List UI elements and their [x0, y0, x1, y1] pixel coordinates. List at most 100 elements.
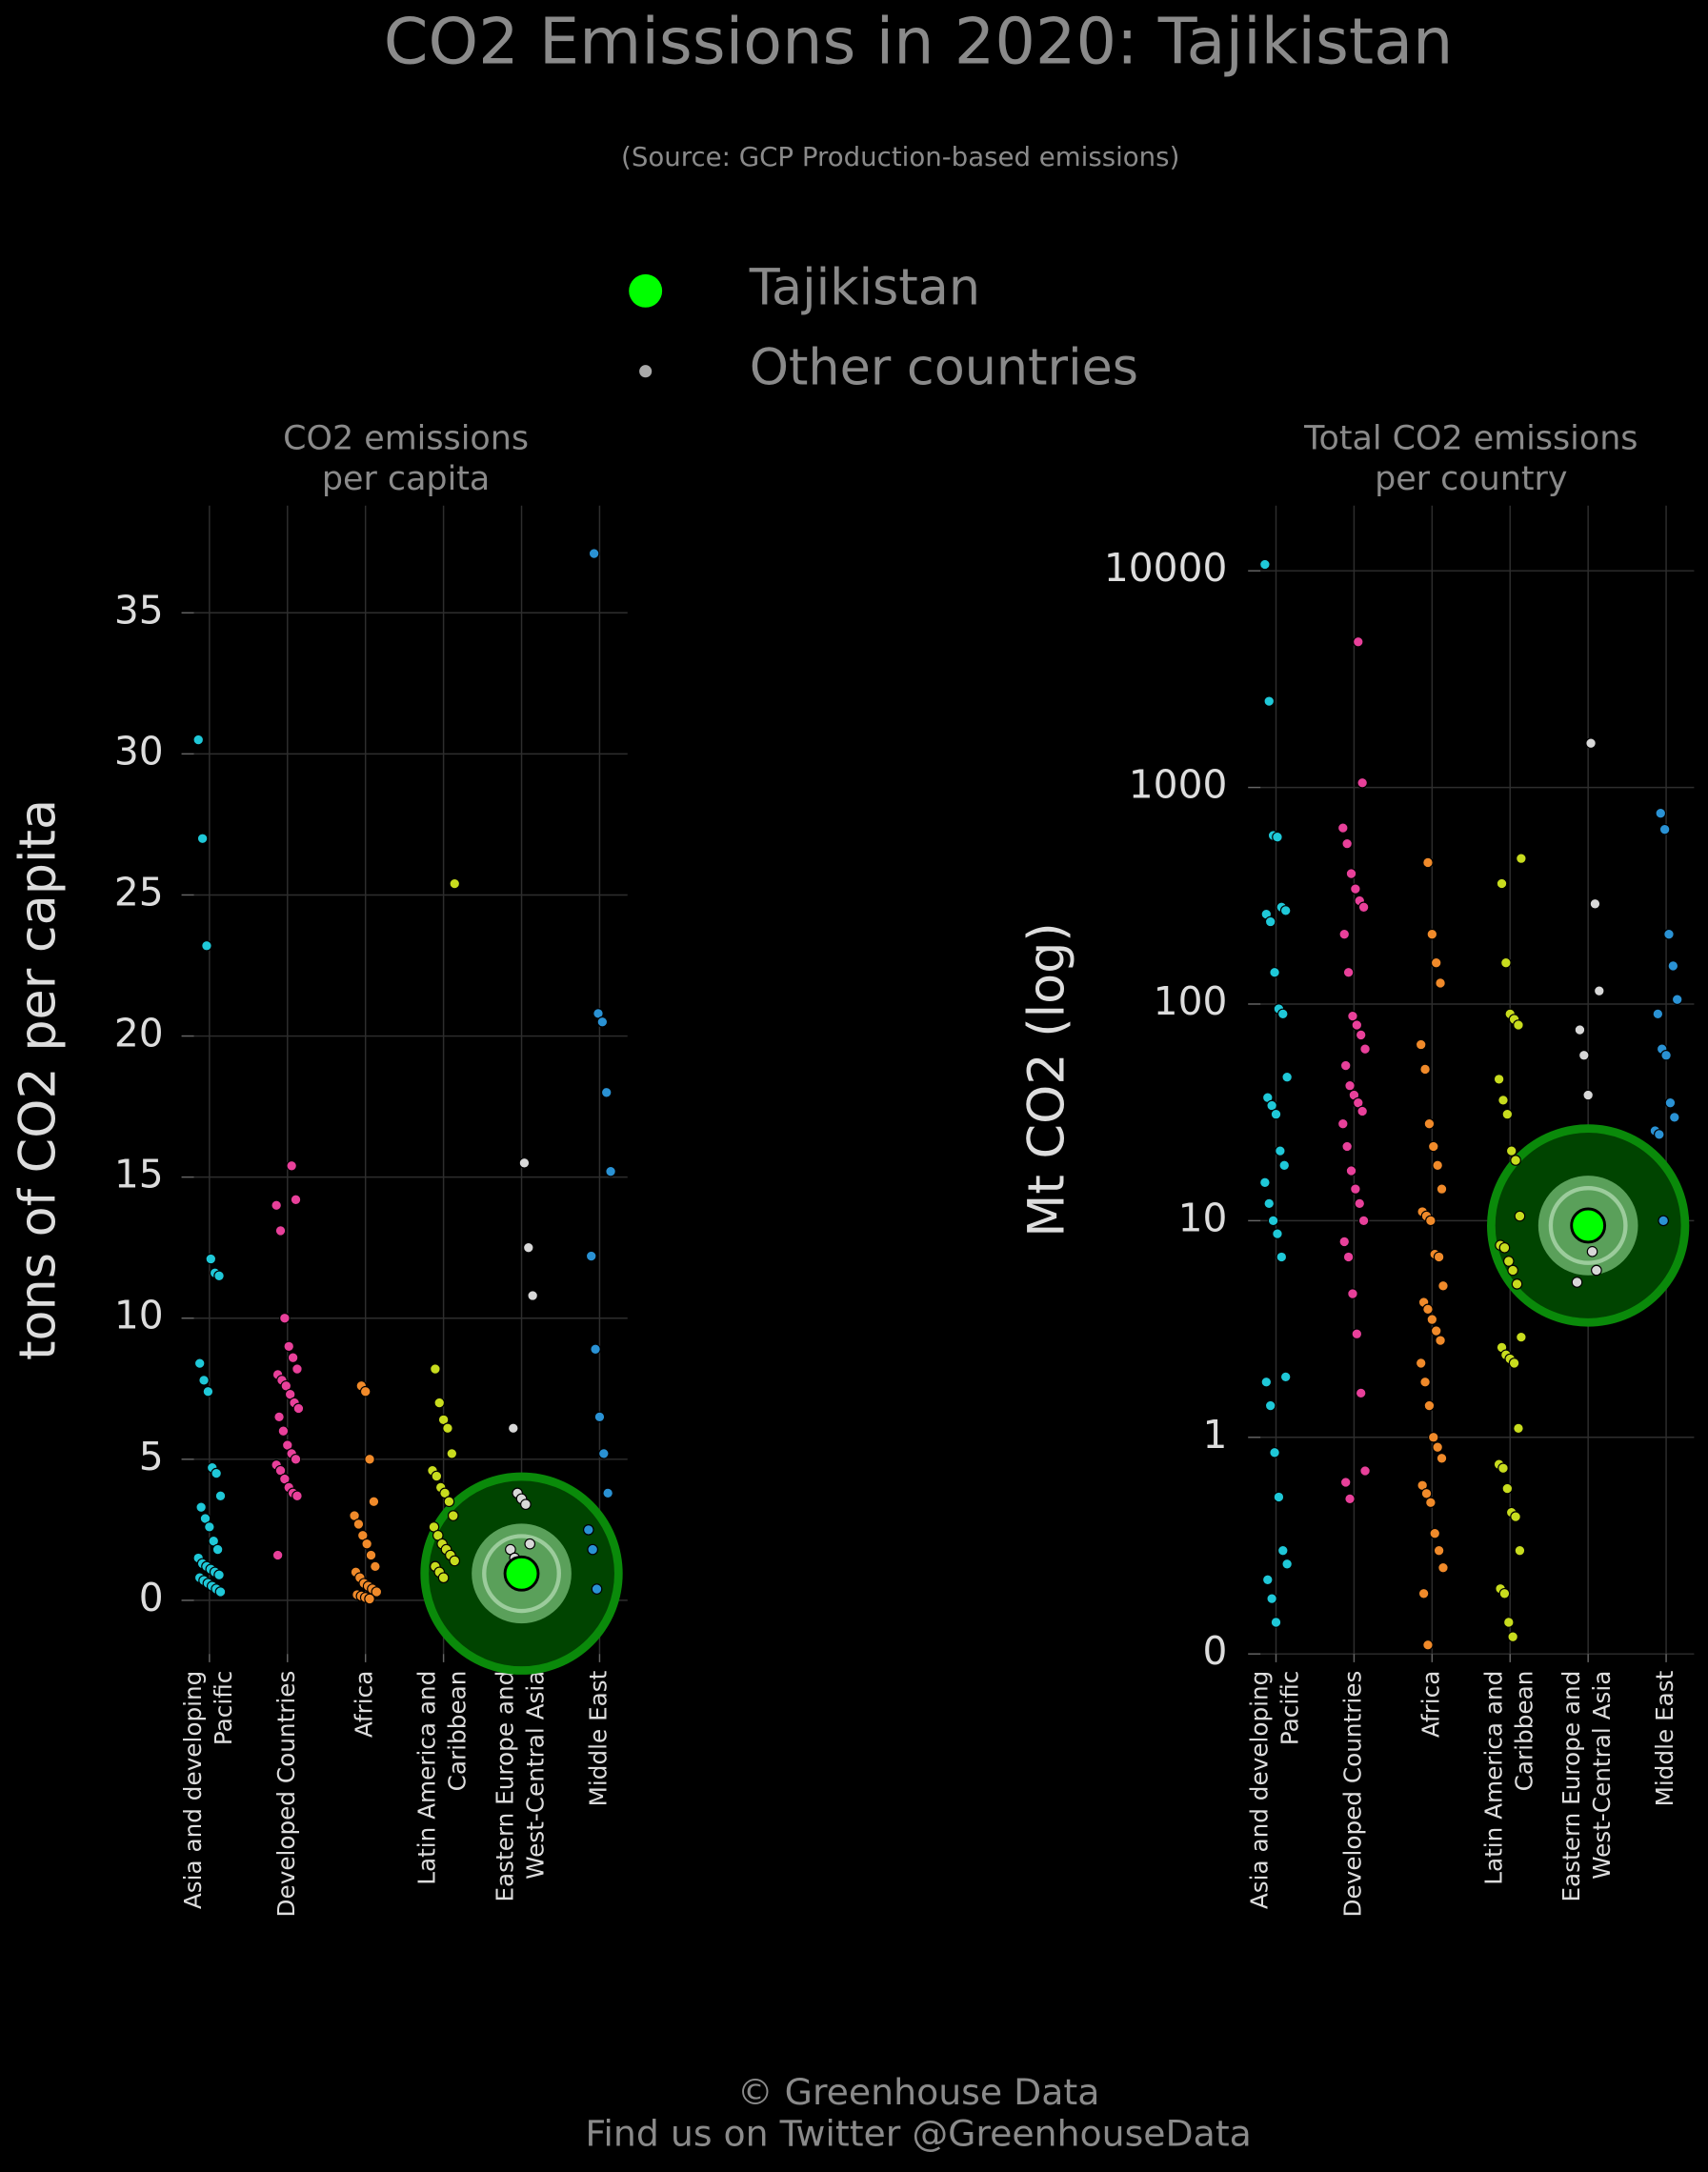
data-point: [1417, 1587, 1430, 1599]
data-point: [1500, 956, 1512, 969]
data-point: [1658, 823, 1671, 835]
x-tick-label: Developed Countries: [272, 1671, 300, 1918]
data-point: [205, 1253, 217, 1265]
data-point: [522, 1241, 534, 1254]
data-point: [1663, 928, 1675, 940]
data-point: [1423, 1117, 1436, 1130]
data-point: [443, 1496, 455, 1508]
data-point: [1437, 1561, 1449, 1574]
y-tick-label: 30: [114, 728, 164, 774]
legend-label: Tajikistan: [749, 258, 980, 316]
data-point: [213, 1270, 225, 1282]
data-point: [1510, 1511, 1521, 1522]
data-point: [361, 1538, 372, 1550]
data-point: [1356, 776, 1368, 789]
data-point: [1497, 1462, 1509, 1475]
data-point: [1426, 928, 1438, 940]
data-point: [292, 1402, 305, 1415]
data-point: [1267, 1215, 1279, 1227]
data-point: [274, 1225, 287, 1237]
x-tick-label: Latin America and Caribbean: [413, 1671, 472, 1885]
data-point: [1279, 1371, 1292, 1383]
data-point: [446, 1448, 458, 1459]
data-point: [1493, 1074, 1505, 1085]
data-point: [352, 1518, 365, 1530]
data-point: [1671, 994, 1683, 1005]
data-point: [1586, 1246, 1598, 1257]
data-point: [1432, 1441, 1443, 1453]
data-point: [1355, 1387, 1367, 1399]
data-point: [204, 1521, 215, 1533]
y-axis-label: Mt CO2 (log): [1017, 922, 1075, 1237]
y-axis-label: tons of CO2 per capita: [10, 799, 68, 1360]
data-point: [283, 1340, 295, 1353]
data-point: [201, 939, 212, 952]
data-point: [1355, 1029, 1367, 1041]
data-point: [1511, 1278, 1523, 1290]
data-point: [1589, 898, 1601, 910]
data-point: [1270, 1617, 1282, 1628]
data-point: [198, 1375, 210, 1386]
data-point: [1276, 1251, 1288, 1263]
x-tick-label: Developed Countries: [1338, 1671, 1366, 1918]
data-point: [1266, 1593, 1277, 1604]
x-tick-label: Asia and developing Pacific: [1246, 1671, 1304, 1910]
data-point: [1507, 1264, 1518, 1277]
data-point: [1336, 822, 1349, 834]
data-point: [1273, 1491, 1285, 1503]
data-point: [524, 1538, 536, 1550]
data-point: [1351, 1328, 1363, 1340]
data-point: [585, 1250, 597, 1262]
data-point: [211, 1467, 222, 1479]
data-point: [1433, 1544, 1445, 1557]
data-point: [202, 1385, 214, 1398]
data-point: [1341, 1140, 1353, 1153]
legend-marker: [637, 363, 653, 379]
data-point: [1658, 1215, 1669, 1227]
data-point: [1357, 1215, 1370, 1227]
data-point: [597, 1448, 610, 1459]
data-point: [1359, 1465, 1371, 1477]
data-point: [1435, 977, 1446, 989]
data-point: [279, 1312, 291, 1324]
y-tick-label: 20: [114, 1011, 164, 1056]
x-tick-label: Eastern Europe and West-Central Asia: [1557, 1671, 1616, 1902]
data-point: [596, 1016, 609, 1028]
data-point: [1507, 1631, 1518, 1642]
data-point: [1426, 1314, 1438, 1325]
data-point: [1502, 1256, 1515, 1267]
y-tick-label: 10000: [1104, 545, 1227, 591]
data-point: [214, 1586, 227, 1598]
data-point: [1272, 831, 1283, 843]
y-tick-label: 10: [114, 1293, 164, 1338]
data-point: [507, 1422, 519, 1435]
data-point: [1501, 1108, 1514, 1120]
data-point: [1591, 1264, 1602, 1277]
data-point: [1437, 1280, 1449, 1292]
data-point: [1276, 1544, 1289, 1557]
x-tick-label: Africa: [351, 1671, 378, 1738]
data-point: [1261, 1574, 1274, 1586]
data-point: [1356, 1105, 1368, 1117]
data-point: [527, 1290, 538, 1301]
data-point: [1427, 1140, 1439, 1153]
data-point: [286, 1159, 297, 1172]
data-point: [1339, 1477, 1352, 1488]
x-tick-label: Latin America and Caribbean: [1479, 1671, 1537, 1885]
data-point: [1433, 1251, 1445, 1263]
data-point: [1425, 1215, 1437, 1227]
data-point: [1344, 1079, 1356, 1092]
data-point: [291, 1490, 303, 1502]
data-point: [1660, 1049, 1672, 1061]
data-point: [1498, 1241, 1511, 1254]
data-point: [1344, 1493, 1356, 1505]
data-point: [1667, 960, 1679, 972]
data-point: [211, 1543, 224, 1556]
panel-title: CO2 emissions per capita: [283, 420, 529, 498]
data-point: [1415, 1358, 1427, 1369]
data-point: [431, 1470, 443, 1482]
data-point: [1338, 1236, 1351, 1248]
data-point: [364, 1593, 375, 1605]
data-point: [1269, 1447, 1280, 1458]
